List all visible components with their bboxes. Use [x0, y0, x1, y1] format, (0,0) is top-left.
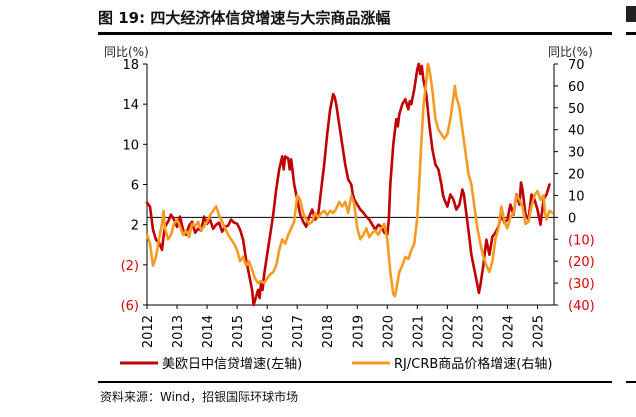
x-tick-label: 2013	[171, 315, 186, 348]
legend-label-credit: 美欧日中信贷增速(左轴)	[162, 357, 302, 372]
right-tick-label: (20)	[568, 255, 595, 270]
x-tick-label: 2020	[381, 315, 396, 348]
right-tick-label: 50	[568, 102, 585, 117]
x-tick-label: 2016	[261, 315, 276, 348]
right-tick-label: 40	[568, 124, 585, 139]
x-tick-label: 2022	[441, 315, 456, 348]
left-tick-label: 6	[131, 179, 139, 194]
x-tick-label: 2014	[201, 315, 216, 348]
right-tick-label: 70	[568, 58, 585, 73]
left-tick-label: (6)	[121, 299, 139, 314]
next-figure-edge	[626, 6, 636, 22]
left-tick-label: 10	[122, 138, 139, 153]
left-tick-label: 18	[122, 58, 139, 73]
right-tick-label: 30	[568, 146, 585, 161]
right-tick-label: 0	[568, 211, 576, 226]
right-tick-label: (10)	[568, 233, 595, 248]
next-figure-rule	[626, 32, 636, 35]
source-rule	[98, 381, 612, 383]
x-tick-label: 2019	[351, 315, 366, 348]
right-tick-label: (30)	[568, 277, 595, 292]
next-figure-source-rule	[626, 381, 636, 383]
source-note: 资料来源：Wind，招银国际环球市场	[100, 390, 299, 404]
right-tick-label: 60	[568, 80, 585, 95]
left-axis-label: 同比(%)	[104, 45, 149, 59]
right-tick-label: 20	[568, 168, 585, 183]
left-tick-label: (2)	[121, 259, 139, 274]
x-tick-label: 2017	[291, 315, 306, 348]
x-tick-label: 2025	[531, 315, 546, 348]
legend-label-crb: RJ/CRB商品价格增速(右轴)	[394, 356, 552, 372]
x-tick-label: 2021	[411, 315, 426, 348]
figure-title: 图 19: 四大经济体信贷增速与大宗商品涨幅	[98, 9, 391, 27]
x-tick-label: 2023	[471, 315, 486, 348]
x-tick-label: 2024	[501, 315, 516, 348]
right-tick-label: (40)	[568, 299, 595, 314]
x-tick-label: 2018	[321, 315, 336, 348]
title-rule	[98, 32, 612, 35]
right-axis-label: 同比(%)	[548, 45, 593, 59]
crb-growth-line	[145, 62, 554, 298]
x-tick-label: 2015	[231, 315, 246, 348]
right-tick-label: 10	[568, 189, 585, 204]
left-tick-label: 2	[131, 219, 139, 234]
left-tick-label: 14	[122, 98, 139, 113]
x-tick-label: 2012	[141, 315, 156, 348]
credit-growth-line	[145, 62, 551, 307]
